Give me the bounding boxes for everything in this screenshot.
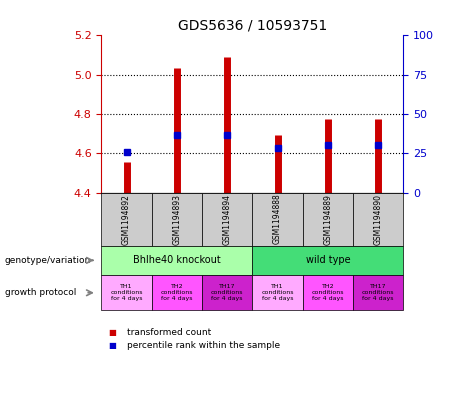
Text: wild type: wild type (306, 255, 350, 265)
Text: TH1
conditions
for 4 days: TH1 conditions for 4 days (110, 285, 143, 301)
Text: ■: ■ (108, 342, 116, 350)
Text: TH2
conditions
for 4 days: TH2 conditions for 4 days (161, 285, 193, 301)
Text: GSM1194888: GSM1194888 (273, 194, 282, 244)
Text: genotype/variation: genotype/variation (5, 256, 91, 265)
Title: GDS5636 / 10593751: GDS5636 / 10593751 (178, 19, 327, 33)
Text: GSM1194893: GSM1194893 (172, 194, 182, 244)
Text: Bhlhe40 knockout: Bhlhe40 knockout (133, 255, 221, 265)
Text: GSM1194889: GSM1194889 (323, 194, 332, 244)
Text: GSM1194890: GSM1194890 (374, 194, 383, 244)
Text: GSM1194892: GSM1194892 (122, 194, 131, 244)
Text: TH1
conditions
for 4 days: TH1 conditions for 4 days (261, 285, 294, 301)
Text: TH17
conditions
for 4 days: TH17 conditions for 4 days (211, 285, 243, 301)
Text: growth protocol: growth protocol (5, 288, 76, 297)
Text: TH2
conditions
for 4 days: TH2 conditions for 4 days (312, 285, 344, 301)
Text: GSM1194894: GSM1194894 (223, 194, 232, 244)
Text: ■: ■ (108, 328, 116, 336)
Text: percentile rank within the sample: percentile rank within the sample (127, 342, 280, 350)
Text: TH17
conditions
for 4 days: TH17 conditions for 4 days (362, 285, 395, 301)
Text: transformed count: transformed count (127, 328, 211, 336)
